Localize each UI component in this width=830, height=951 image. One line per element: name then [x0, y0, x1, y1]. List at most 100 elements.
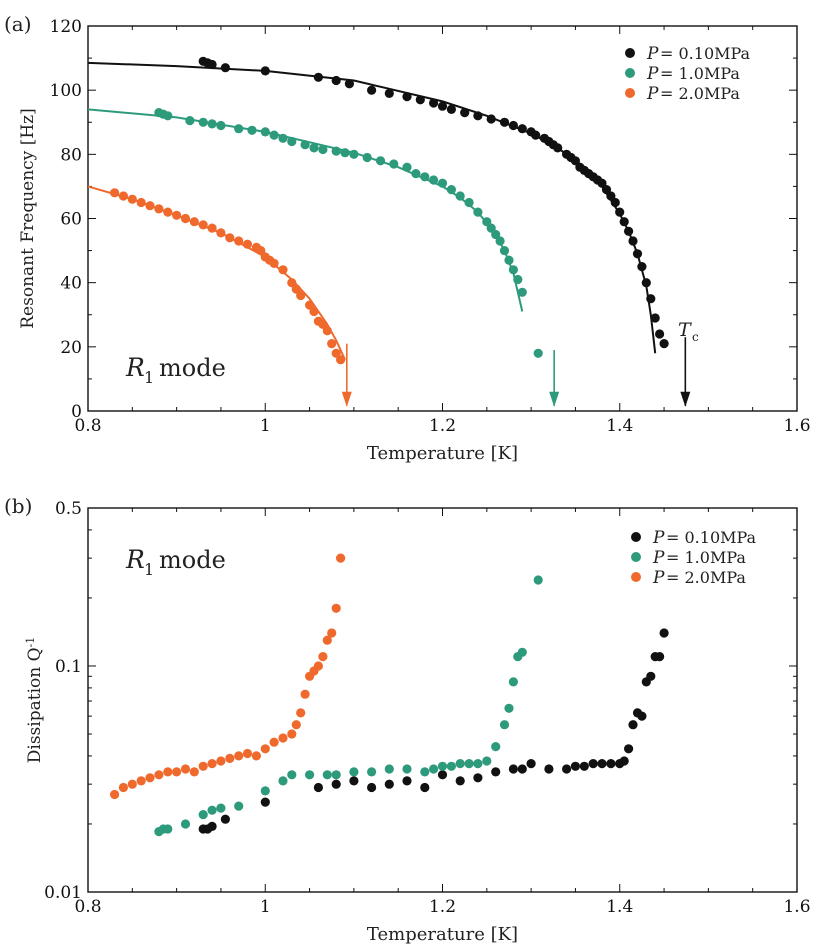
data-point-series-0 [601, 185, 612, 195]
data-point-series-0 [260, 66, 270, 76]
x-tick-label: 1 [260, 897, 271, 917]
data-point-series-1 [513, 274, 523, 285]
data-point-series-2 [242, 239, 253, 249]
data-point-series-0 [455, 776, 465, 786]
data-point-series-2 [189, 767, 199, 777]
data-point-series-1 [287, 136, 297, 147]
data-point-series-1 [402, 162, 412, 172]
data-point-series-2 [291, 720, 301, 730]
data-point-series-2 [242, 748, 253, 759]
data-point-series-0 [460, 108, 470, 118]
legend-label: = 0.10MPa [660, 44, 751, 63]
legend-label: = 1.0MPa [660, 64, 740, 83]
data-point-series-1 [247, 125, 257, 135]
data-point-series-0 [659, 628, 669, 638]
data-point-series-0 [606, 191, 616, 201]
data-point-series-1 [207, 119, 217, 129]
data-point-series-2 [296, 290, 306, 301]
legend-label: = 2.0MPa [666, 568, 746, 587]
data-point-series-2 [163, 207, 173, 217]
data-point-series-0 [641, 278, 651, 288]
fit-line-series-1 [87, 108, 524, 312]
data-point-series-1 [349, 767, 359, 777]
data-point-series-1 [429, 764, 439, 774]
data-point-series-2 [234, 751, 244, 761]
data-point-series-2 [251, 751, 261, 761]
mode-annotation-subscript: 1 [144, 560, 154, 579]
data-point-series-2 [309, 306, 319, 317]
data-point-series-2 [198, 761, 208, 771]
data-point-series-2 [216, 228, 226, 238]
data-point-series-0 [628, 720, 638, 730]
data-point-series-1 [482, 756, 492, 766]
data-point-series-1 [499, 246, 510, 256]
legend-label-prefix: P [652, 568, 665, 588]
legend-marker [631, 532, 641, 542]
data-point-series-2 [207, 759, 217, 769]
data-point-series-1 [517, 287, 527, 297]
data-point-series-0 [619, 756, 629, 766]
data-point-series-1 [260, 786, 270, 796]
data-point-series-0 [349, 776, 359, 786]
data-point-series-1 [180, 819, 191, 829]
tc-label-subscript: c [692, 330, 699, 344]
data-point-series-1 [473, 759, 483, 769]
data-point-series-1 [486, 223, 496, 233]
data-point-series-1 [420, 172, 430, 182]
data-point-series-2 [287, 278, 297, 288]
panel-label: (a) [4, 12, 32, 36]
y-tick-label: 80 [60, 145, 82, 165]
x-axis-label: Temperature [K] [367, 924, 518, 945]
y-tick-label: 60 [60, 210, 82, 230]
x-tick-label: 0.8 [74, 897, 101, 917]
data-point-series-0 [384, 88, 394, 98]
data-point-series-2 [225, 753, 235, 764]
legend-label-prefix: P [652, 528, 665, 548]
data-point-series-1 [331, 770, 341, 780]
data-point-series-0 [597, 759, 607, 769]
data-point-series-2 [305, 300, 315, 310]
legend-marker [625, 68, 635, 78]
y-tick-label: 0.01 [44, 883, 82, 903]
data-point-series-2 [287, 729, 297, 739]
data-point-series-0 [402, 92, 412, 102]
data-point-series-1 [455, 759, 465, 769]
data-point-series-0 [544, 764, 554, 774]
data-point-series-0 [579, 761, 589, 771]
data-point-series-2 [110, 188, 120, 198]
data-point-series-2 [198, 220, 208, 230]
data-point-series-2 [145, 773, 155, 783]
data-point-series-0 [615, 207, 625, 217]
data-point-series-2 [118, 782, 128, 793]
data-point-series-2 [163, 767, 173, 777]
data-point-series-1 [349, 149, 359, 159]
data-point-series-1 [367, 767, 377, 777]
legend-label-prefix: P [646, 84, 659, 104]
y-axis-label-superscript: -1 [24, 637, 37, 648]
legend-label-prefix: P [652, 548, 665, 568]
y-tick-label: 100 [50, 81, 82, 101]
data-point-series-2 [291, 284, 301, 294]
x-tick-label: 1 [260, 416, 271, 436]
data-point-series-0 [331, 75, 341, 86]
data-point-series-1 [318, 144, 328, 155]
data-point-series-2 [331, 603, 341, 613]
data-point-series-0 [508, 120, 518, 131]
data-point-series-2 [269, 737, 279, 747]
data-point-series-1 [482, 217, 492, 227]
data-point-series-2 [216, 756, 226, 766]
data-point-series-0 [384, 779, 394, 789]
legend-label-prefix: P [646, 64, 659, 84]
data-point-series-1 [278, 133, 288, 143]
data-point-series-1 [411, 169, 421, 179]
data-point-series-1 [287, 770, 297, 780]
data-point-series-2 [313, 661, 323, 671]
legend-label-prefix: P [646, 44, 659, 64]
data-point-series-1 [198, 117, 208, 127]
data-point-series-2 [136, 197, 146, 208]
data-point-series-2 [260, 744, 270, 754]
data-point-series-0 [429, 98, 439, 108]
data-point-series-1 [446, 185, 456, 195]
data-point-series-2 [110, 789, 120, 800]
data-point-series-1 [362, 152, 372, 163]
